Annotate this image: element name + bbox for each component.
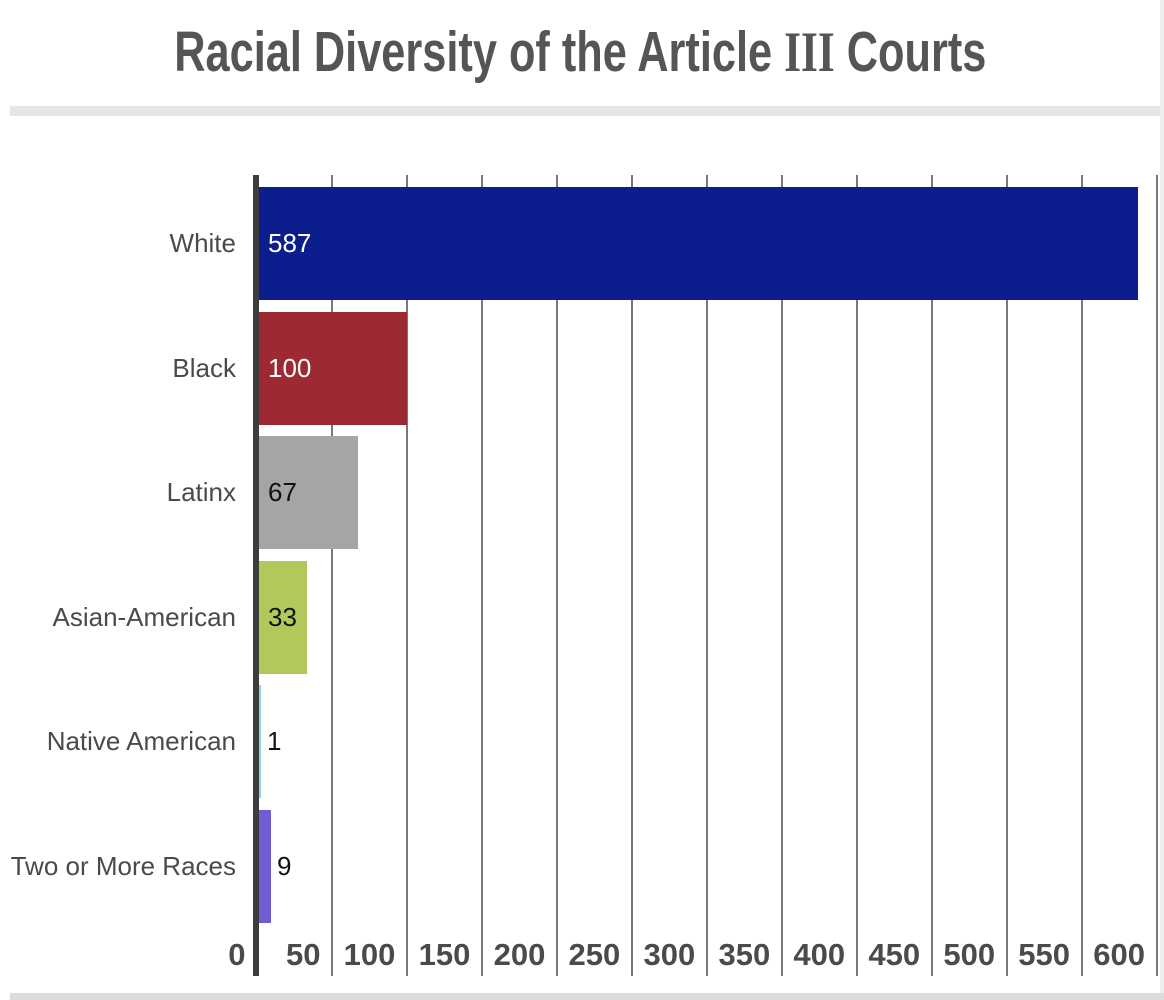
category-label: White <box>169 228 236 258</box>
category-label: Black <box>172 353 236 383</box>
x-tick-label-550: 550 <box>1018 937 1071 972</box>
bar-two-or-more-races[interactable] <box>259 810 271 923</box>
x-tick-label-450: 450 <box>868 937 921 972</box>
bar-value-label: 9 <box>277 851 292 881</box>
gridline-550 <box>1081 175 1084 976</box>
category-label: Asian-American <box>52 602 236 632</box>
gridline-500 <box>1006 175 1009 976</box>
category-label: Two or More Races <box>10 851 236 881</box>
gridline-300 <box>706 175 709 976</box>
x-tick-label-250: 250 <box>568 937 621 972</box>
x-tick-label-300: 300 <box>643 937 696 972</box>
bar-value-label: 67 <box>268 477 297 507</box>
gridline-200 <box>556 175 559 976</box>
x-tick-label-200: 200 <box>493 937 546 972</box>
gridline-350 <box>781 175 784 976</box>
bar-asian-american[interactable] <box>259 561 307 674</box>
bar-white[interactable] <box>259 187 1138 300</box>
gridline-250 <box>631 175 634 976</box>
bar-value-label: 100 <box>268 353 312 383</box>
bar-value-label: 1 <box>267 726 282 756</box>
bar-value-label: 587 <box>268 228 312 258</box>
x-tick-label-150: 150 <box>418 937 471 972</box>
bar-black[interactable] <box>259 312 407 425</box>
x-tick-label-500: 500 <box>943 937 996 972</box>
y-axis-line <box>253 175 259 976</box>
gridline-100 <box>406 175 409 976</box>
x-tick-label-400: 400 <box>793 937 846 972</box>
category-label: Native American <box>46 726 236 756</box>
bar-native-american[interactable] <box>259 685 261 798</box>
category-label: Latinx <box>166 477 236 507</box>
gridline-600 <box>1156 175 1158 976</box>
x-tick-label-350: 350 <box>718 937 771 972</box>
gridline-150 <box>481 175 484 976</box>
x-tick-label-50: 50 <box>285 937 321 972</box>
x-tick-label-0: 0 <box>228 937 246 972</box>
gridline-50 <box>331 175 334 976</box>
page-right-edge <box>1160 0 1164 1000</box>
header-divider-band <box>10 106 1164 116</box>
chart-title-text: Racial Diversity of the Article III Cour… <box>173 20 987 84</box>
page-title: Racial Diversity of the Article III Cour… <box>0 14 1160 90</box>
x-tick-label-600: 600 <box>1093 937 1145 972</box>
footer-divider-band <box>10 993 1164 1000</box>
bar-latinx[interactable] <box>259 436 358 549</box>
x-tick-label-100: 100 <box>343 937 396 972</box>
gridline-450 <box>931 175 934 976</box>
bar-value-label: 33 <box>268 602 297 632</box>
gridline-400 <box>856 175 859 976</box>
